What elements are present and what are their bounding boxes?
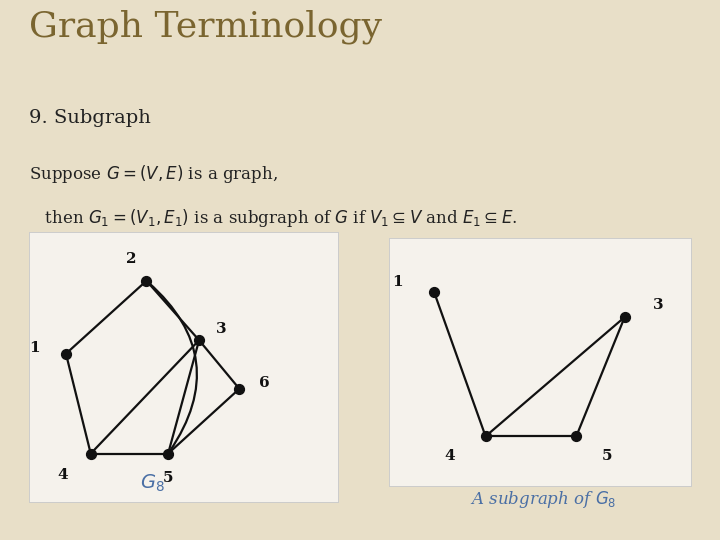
Text: 2: 2 <box>126 252 136 266</box>
Point <box>85 449 96 458</box>
Text: Suppose $G = (V,E)$ is a graph,: Suppose $G = (V,E)$ is a graph, <box>29 163 278 185</box>
Text: 4: 4 <box>444 449 454 463</box>
Point <box>428 288 440 296</box>
Point <box>140 276 152 285</box>
Text: 3: 3 <box>215 322 226 336</box>
Text: 5: 5 <box>163 471 174 485</box>
Text: 4: 4 <box>58 468 68 482</box>
Text: Graph Terminology: Graph Terminology <box>29 10 382 44</box>
Point <box>163 449 174 458</box>
Text: 3: 3 <box>652 298 663 312</box>
Text: 9. Subgraph: 9. Subgraph <box>29 109 150 127</box>
Text: 6: 6 <box>258 376 269 390</box>
Text: 5: 5 <box>601 449 612 463</box>
Point <box>60 349 72 358</box>
Point <box>570 432 582 441</box>
Point <box>233 384 245 393</box>
Text: then $G_1 = (V_1,E_1)$ is a subgraph of $G$ if $V_1 \subseteq V$ and $E_1 \subse: then $G_1 = (V_1,E_1)$ is a subgraph of … <box>29 206 517 228</box>
Point <box>480 432 491 441</box>
Point <box>619 313 631 321</box>
Point <box>193 336 205 345</box>
Text: $G_8$: $G_8$ <box>140 473 165 494</box>
Text: A subgraph of $G_8$: A subgraph of $G_8$ <box>470 489 617 510</box>
Text: 1: 1 <box>30 341 40 355</box>
Text: 1: 1 <box>392 275 403 289</box>
